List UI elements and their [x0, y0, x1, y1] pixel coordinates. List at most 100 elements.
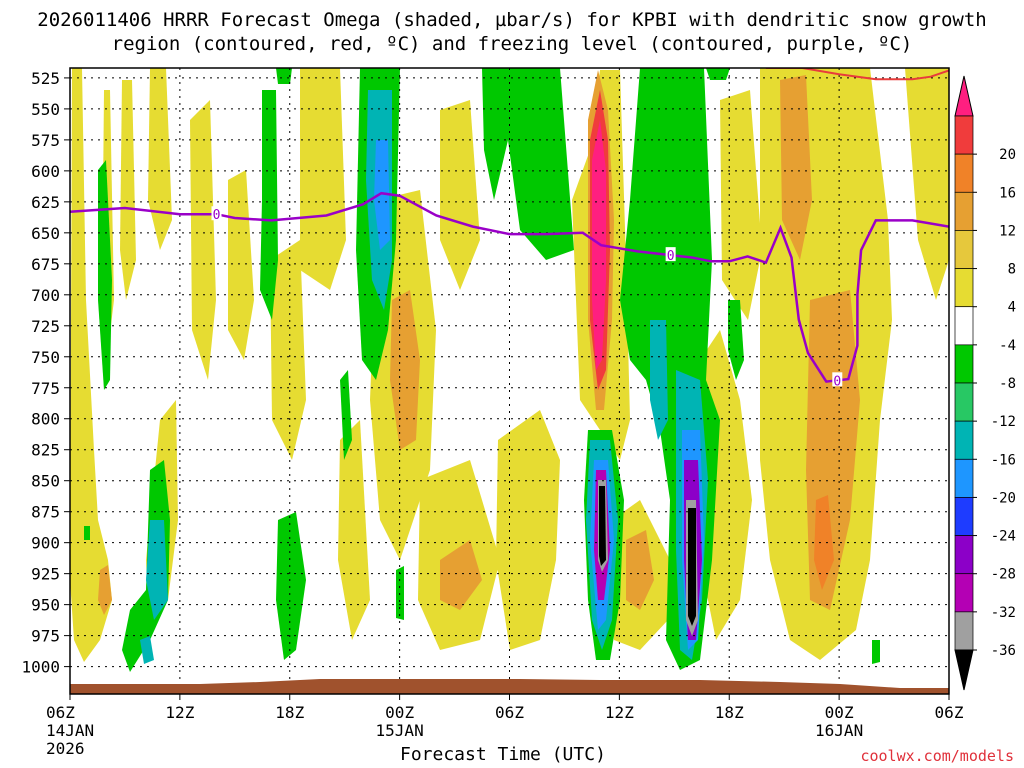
x-axis-label: Forecast Time (UTC) — [400, 744, 606, 765]
x-tick-label: 18Z — [275, 703, 304, 722]
y-tick-label: 550 — [31, 100, 60, 119]
snow-growth-region-contour — [765, 68, 949, 81]
omega-negative-area — [98, 160, 112, 390]
colorbar-swatch — [954, 382, 974, 422]
omega-orange-core — [440, 540, 482, 610]
x-tick-label: 12Z — [605, 703, 634, 722]
x-tick-label: 06Z — [495, 703, 524, 722]
x-tick-date-label: 16JAN — [815, 721, 863, 740]
omega-black-core — [688, 508, 696, 626]
x-tick-date-label: 15JAN — [376, 721, 424, 740]
colorbar-label: -20 — [991, 490, 1016, 506]
contour-label-bg — [211, 206, 222, 221]
y-tick-label: 1000 — [21, 658, 60, 677]
freezing-level-contour — [70, 191, 949, 383]
omega-positive-area — [338, 420, 370, 640]
y-tick-label: 700 — [31, 286, 60, 305]
omega-negative-area — [340, 370, 352, 460]
y-tick-label: 525 — [31, 69, 60, 88]
x-tick-label: 00Z — [825, 703, 854, 722]
colorbar-swatch — [954, 268, 974, 308]
colorbar-swatch — [954, 420, 974, 460]
colorbar-label: -12 — [991, 414, 1016, 430]
colorbar: 20 16 12 8 4 -4 -8 -12 -16 -20 -24 -28 -32 -36 — [954, 75, 1016, 691]
omega-negative-area — [122, 460, 170, 672]
omega-positive-area — [496, 410, 560, 650]
x-tick-label: 00Z — [385, 703, 414, 722]
colorbar-swatch — [954, 344, 974, 384]
site-credit: coolwx.com/models — [860, 747, 1014, 765]
colorbar-swatch — [954, 458, 974, 498]
freezing-level-label: 0 — [833, 374, 841, 389]
y-tick-label: 800 — [31, 410, 60, 429]
x-tick-label: 18Z — [715, 703, 744, 722]
omega-orange-core — [780, 75, 812, 260]
colorbar-label: 16 — [999, 185, 1016, 201]
omega-orange-core — [98, 565, 112, 615]
colorbar-label: -4 — [999, 338, 1016, 354]
omega-negative-area — [84, 526, 90, 540]
colorbar-label: 4 — [1008, 300, 1016, 316]
omega-teal-core — [146, 520, 168, 620]
colorbar-label: 8 — [1008, 262, 1016, 278]
colorbar-swatch — [954, 611, 974, 651]
omega-positive-area — [70, 68, 112, 662]
colorbar-label: -36 — [991, 643, 1016, 659]
x-tick-label: 12Z — [165, 703, 194, 722]
omega-negative-area — [482, 68, 574, 260]
colorbar-swatch — [954, 115, 974, 155]
omega-positive-area — [720, 90, 762, 320]
colorbar-label: 20 — [999, 147, 1016, 163]
omega-negative-area — [728, 300, 744, 380]
y-tick-label: 850 — [31, 472, 60, 491]
omega-positive-area — [905, 68, 949, 300]
omega-teal-core — [650, 320, 668, 440]
omega-teal-core — [140, 636, 154, 664]
freezing-level-labels: 0 0 0 — [211, 206, 843, 389]
x-tick-label: 06Z — [46, 703, 75, 722]
omega-orange-core — [626, 530, 654, 610]
omega-orange-core — [814, 495, 834, 590]
colorbar-swatch — [954, 191, 974, 231]
colorbar-label: -28 — [991, 567, 1016, 583]
y-tick-label: 925 — [31, 565, 60, 584]
y-tick-label: 625 — [31, 193, 60, 212]
x-tick-date-label: 2026 — [46, 739, 85, 758]
y-tick-label: 975 — [31, 627, 60, 646]
colorbar-cap-bottom — [954, 649, 974, 691]
colorbar-label: -32 — [991, 605, 1016, 621]
omega-positive-area — [190, 100, 216, 380]
y-tick-label: 600 — [31, 162, 60, 181]
colorbar-swatch — [954, 153, 974, 193]
y-tick-label: 650 — [31, 224, 60, 243]
omega-negative-area — [706, 68, 730, 80]
omega-negative-area — [872, 640, 880, 664]
chart-title: 2026011406 HRRR Forecast Omega (shaded, … — [37, 9, 987, 55]
omega-positive-area — [440, 100, 480, 290]
colorbar-label: -16 — [991, 452, 1016, 468]
freezing-level-label: 0 — [213, 208, 221, 223]
colorbar-label: 12 — [999, 223, 1016, 239]
terrain-surface — [70, 679, 949, 694]
colorbar-swatch — [954, 497, 974, 536]
y-tick-label: 900 — [31, 534, 60, 553]
omega-negative-area — [260, 90, 278, 320]
y-tick-label: 675 — [31, 255, 60, 274]
y-tick-label: 775 — [31, 379, 60, 398]
omega-positive-area — [148, 68, 172, 250]
contour-label-bg — [665, 247, 676, 262]
y-tick-label: 875 — [31, 503, 60, 522]
omega-positive-area — [270, 240, 306, 460]
colorbar-swatch — [954, 230, 974, 269]
y-tick-label: 725 — [31, 317, 60, 336]
colorbar-swatch — [954, 535, 974, 575]
omega-negative-area — [276, 68, 292, 84]
colorbar-label: -8 — [999, 376, 1016, 392]
omega-positive-area — [120, 80, 136, 300]
omega-positive-area — [300, 68, 346, 290]
omega-blue-core — [374, 140, 390, 250]
x-tick-label: 06Z — [935, 703, 964, 722]
y-tick-label: 825 — [31, 441, 60, 460]
